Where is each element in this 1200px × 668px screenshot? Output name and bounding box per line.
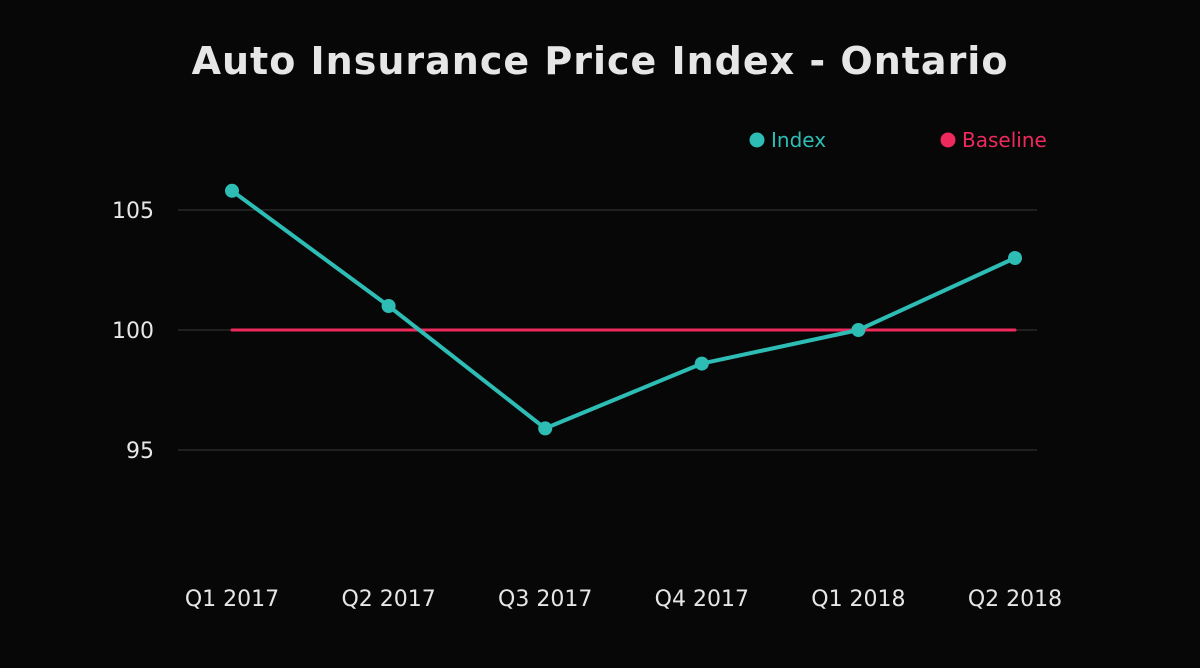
y-tick-label: 105 [112,199,154,224]
data-point-index [225,183,239,198]
x-axis-ticks: Q1 2017 Q2 2017 Q3 2017 Q4 2017 Q1 2018 Q2 20… [185,587,1062,612]
legend-label-index: Index [771,128,826,152]
data-point-index [538,421,553,436]
chart-legend: Index Baseline [749,128,1047,152]
y-tick-label: 95 [126,439,154,464]
x-tick-label: Q2 2017 [341,587,435,612]
x-tick-label: Q2 2018 [968,587,1062,612]
data-point-index [851,323,866,337]
x-tick-label: Q3 2017 [498,587,592,612]
series-layer [225,183,1022,436]
data-point-index [694,356,709,371]
y-axis-ticks: 95 100 105 [112,199,154,464]
x-tick-label: Q1 2018 [811,587,905,612]
chart-title: Auto Insurance Price Index - Ontario [192,39,1009,83]
y-tick-label: 100 [112,319,154,344]
data-point-index [381,299,396,313]
series-line-index [230,188,1017,431]
legend-marker-index [749,132,765,148]
x-tick-label: Q4 2017 [655,587,749,612]
legend-label-baseline: Baseline [962,128,1047,152]
x-tick-label: Q1 2017 [185,587,279,612]
data-point-index [1008,251,1022,265]
legend-marker-baseline [940,132,956,148]
